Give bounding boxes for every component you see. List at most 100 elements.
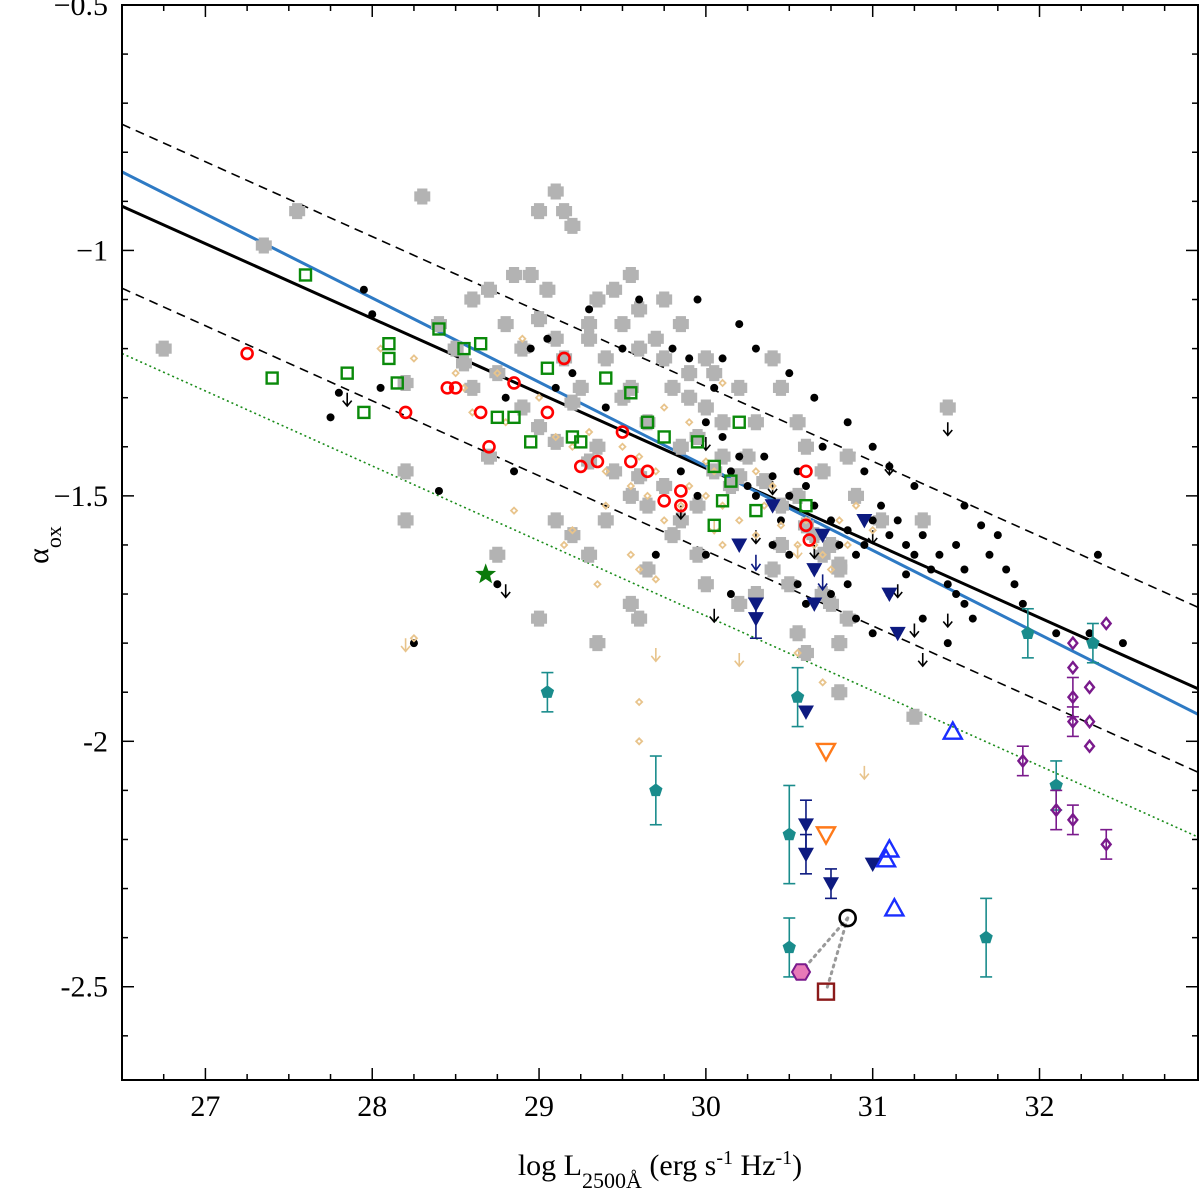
tan-upper-limit-arrow xyxy=(734,652,745,668)
black-dot xyxy=(902,570,911,579)
green-open-square xyxy=(357,405,371,420)
tan-diamond xyxy=(409,633,419,643)
black-dot xyxy=(760,452,769,461)
tan-diamond xyxy=(751,530,761,540)
grey-crosse xyxy=(414,188,431,205)
tan-diamond xyxy=(701,491,711,501)
black-dot xyxy=(1002,565,1011,574)
grey-crosse xyxy=(789,625,806,642)
red-open-circle xyxy=(624,454,638,469)
black-dot xyxy=(751,344,760,353)
x-tick-label: 28 xyxy=(357,1090,387,1123)
grey-crosse xyxy=(631,340,648,357)
black-upper-limit-arrow xyxy=(709,608,720,624)
tan-diamond xyxy=(818,550,827,560)
tan-diamond xyxy=(409,354,419,363)
black-dot xyxy=(551,383,560,392)
orange-open-triangle xyxy=(814,826,838,847)
black-dot xyxy=(735,452,744,461)
black-dot xyxy=(1093,550,1102,559)
grey-crosse xyxy=(581,546,598,563)
grey-crosse xyxy=(672,316,689,333)
tan-diamond xyxy=(643,491,652,501)
x-tick-label: 30 xyxy=(691,1090,721,1123)
green-open-square xyxy=(390,376,404,390)
tan-diamond xyxy=(826,565,836,574)
grey-crosse xyxy=(622,487,639,504)
data-points xyxy=(155,183,1127,1001)
black-dot xyxy=(852,550,861,559)
tick-labels: 27 28 29 30 31 32 −0.5 −1 −1.5 -2 -2.5 xyxy=(54,0,1055,1123)
grey-crosse xyxy=(547,330,564,347)
grey-crosse xyxy=(664,379,681,396)
black-dot xyxy=(868,442,877,451)
green-open-square xyxy=(624,386,638,400)
tan-diamond xyxy=(509,506,519,515)
grey-crosse xyxy=(639,414,656,431)
black-dot xyxy=(843,526,852,535)
black-upper-limit-arrow xyxy=(892,584,903,599)
tan-diamond xyxy=(618,442,627,452)
black-dot xyxy=(977,521,986,530)
navy-filled-triangle xyxy=(731,538,748,553)
grey-crosse xyxy=(647,330,664,347)
tan-diamond xyxy=(559,540,569,550)
green-open-square xyxy=(265,371,279,385)
green-star xyxy=(475,563,497,584)
red-open-circle xyxy=(674,484,688,498)
green-open-square xyxy=(707,459,721,474)
lower-dashed-line xyxy=(122,287,1198,773)
black-dot xyxy=(960,599,969,608)
grey-crosse xyxy=(914,512,931,529)
black-dot xyxy=(1018,599,1027,608)
black-dot xyxy=(668,344,677,353)
purple-open-diamond xyxy=(1100,836,1113,852)
black-dot xyxy=(943,639,952,648)
tan-diamond xyxy=(818,678,827,687)
grey-crosse xyxy=(397,463,414,480)
grey-crosse xyxy=(497,316,514,333)
green-open-square xyxy=(599,371,613,385)
grey-crosse xyxy=(464,379,481,396)
tan-diamond xyxy=(768,481,777,491)
orange-open-triangle xyxy=(814,742,838,763)
grey-crosse xyxy=(622,595,639,612)
dotted-connector xyxy=(824,916,850,994)
axis-ticks xyxy=(121,4,1198,1080)
grey-crosse xyxy=(531,610,548,627)
grey-crosse xyxy=(631,610,648,627)
red-open-circle xyxy=(573,459,588,474)
grey-crosse xyxy=(781,576,798,593)
y-tick-label: −0.5 xyxy=(54,0,108,22)
grey-crosse xyxy=(639,497,656,514)
tan-diamond xyxy=(601,467,611,476)
purple-open-diamond xyxy=(1066,689,1079,705)
red-open-circle xyxy=(799,518,813,533)
black-dot xyxy=(960,565,969,574)
black-upper-limit-arrow xyxy=(942,613,953,629)
grey-crosse xyxy=(656,291,673,308)
black-dot xyxy=(409,639,418,648)
black-dot xyxy=(993,531,1002,540)
black-dot xyxy=(868,516,877,525)
teal-pentagon xyxy=(540,685,555,698)
grey-crosse xyxy=(689,497,706,514)
black-dot xyxy=(885,531,894,540)
black-dot xyxy=(818,442,827,451)
darkred-open-square xyxy=(816,982,836,1001)
red-open-circle xyxy=(557,351,571,366)
grey-crosse xyxy=(489,546,506,563)
black-dot xyxy=(618,344,627,353)
grey-crosse xyxy=(547,183,564,200)
black-dot xyxy=(726,467,735,476)
tan-diamond xyxy=(835,516,844,525)
black-dot xyxy=(918,531,927,540)
y-axis-label: αox xyxy=(22,526,66,564)
black-dot xyxy=(1052,629,1061,638)
red-open-circle xyxy=(448,381,463,395)
grey-crosse xyxy=(697,350,714,367)
grey-crosse xyxy=(506,266,523,283)
black-dot xyxy=(810,393,819,402)
grey-crosse xyxy=(155,340,172,357)
black-dot xyxy=(710,383,719,392)
